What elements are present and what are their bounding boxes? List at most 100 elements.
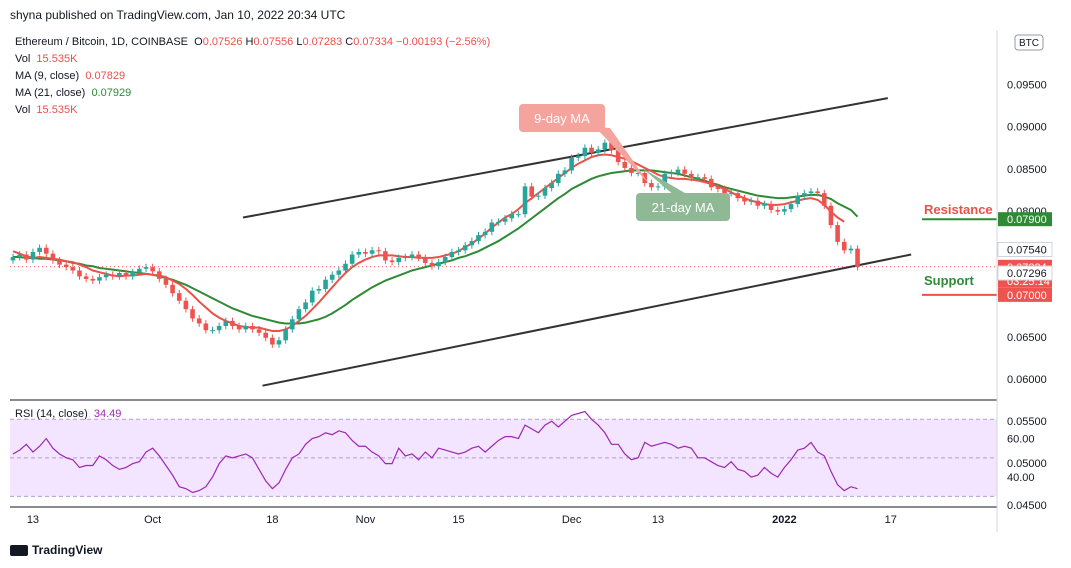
rsi-tick-label: 60.00 <box>1007 434 1035 446</box>
candle <box>343 260 348 274</box>
candle <box>622 158 628 172</box>
candle-body <box>123 273 129 277</box>
ma21-legend: MA (21, close) 0.07929 <box>15 87 131 99</box>
candle <box>423 254 428 267</box>
candle-body <box>516 214 521 216</box>
candle <box>183 297 189 313</box>
candle-body <box>595 149 601 153</box>
rsi-legend: RSI (14, close) 34.49 <box>15 408 121 420</box>
candle-body <box>762 204 767 206</box>
candle-body <box>502 218 508 222</box>
candle <box>476 231 481 245</box>
support-label: Support <box>924 273 974 288</box>
candle-body <box>722 188 727 194</box>
candle <box>110 271 116 280</box>
candle <box>649 179 654 191</box>
ma9-callout-box <box>519 104 605 132</box>
candle <box>788 200 794 213</box>
candle-body <box>649 183 654 188</box>
candle <box>855 245 860 271</box>
candle <box>137 265 142 276</box>
time-axis: 13 Oct 18 Nov 15 Dec 13 2022 17 <box>27 514 897 526</box>
candle <box>363 248 368 258</box>
candle-body <box>755 200 761 206</box>
candle-body <box>589 147 594 153</box>
candle-body <box>782 209 787 212</box>
candle <box>742 194 747 205</box>
price-label-box <box>997 265 1053 281</box>
candle-body <box>316 289 322 291</box>
candle <box>150 263 155 275</box>
brand-name: TradingView <box>32 543 103 557</box>
ma9-label: MA (9, close) <box>15 70 80 82</box>
candle-body <box>256 329 262 333</box>
candle <box>329 271 335 284</box>
ma21-callout-label: 21-day MA <box>652 200 715 215</box>
candle <box>383 247 388 264</box>
candle-body <box>788 204 794 210</box>
candle <box>715 183 721 193</box>
candle-body <box>216 326 222 331</box>
rsi-label: RSI (14, close) <box>15 408 88 420</box>
rsi-tick-label: 40.00 <box>1007 472 1035 484</box>
ma21-label: MA (21, close) <box>15 87 86 99</box>
candle-body <box>243 326 249 330</box>
price-tick-label: 0.09500 <box>1007 80 1047 92</box>
candle <box>682 166 687 178</box>
candle <box>456 246 461 256</box>
candle-body <box>196 318 202 324</box>
candle <box>469 237 475 249</box>
candle <box>143 263 149 273</box>
resistance-label: Resistance <box>924 202 993 217</box>
candle-body <box>509 214 515 219</box>
candle <box>835 221 840 246</box>
candle-body <box>356 252 362 255</box>
candle-body <box>702 177 707 179</box>
candle-body <box>270 337 275 345</box>
candle-body <box>90 278 96 281</box>
candle-body <box>828 205 834 226</box>
candle <box>403 253 408 262</box>
candle <box>157 267 162 283</box>
time-tick-label: 2022 <box>772 514 796 526</box>
volume-tick-label: 0.05000 <box>1007 458 1047 470</box>
candle-body <box>815 191 820 194</box>
candle <box>449 248 455 261</box>
price-tick-label: 0.08500 <box>1007 164 1047 176</box>
candle-body <box>137 268 142 273</box>
high-value: 0.07556 <box>253 36 294 48</box>
candle <box>309 287 315 306</box>
symbol-label: Ethereum / Bitcoin, 1D, COINBASE <box>15 36 189 48</box>
candle <box>589 144 594 157</box>
candle-body <box>17 254 22 258</box>
price-axis: 0.060000.065000.070000.075000.080000.085… <box>996 30 1053 532</box>
candle <box>429 259 435 270</box>
candle-body <box>150 267 155 272</box>
candle <box>303 299 308 313</box>
candle-body <box>170 284 175 294</box>
candle <box>83 273 89 283</box>
candle-body <box>442 257 448 263</box>
candle-body <box>343 263 348 271</box>
candle-body <box>715 187 721 189</box>
candle <box>196 315 202 327</box>
candle-body <box>329 274 335 280</box>
candle <box>782 205 787 215</box>
candle-body <box>97 277 102 281</box>
candle-body <box>536 195 541 197</box>
candle-body <box>263 332 268 338</box>
candle-body <box>403 257 408 259</box>
candle <box>369 246 375 258</box>
price-tick-label: 0.09000 <box>1007 122 1047 134</box>
candle <box>416 251 421 262</box>
candle-body <box>436 262 441 267</box>
candle-body <box>662 173 667 187</box>
close-value: 0.07334 <box>353 36 393 48</box>
candle <box>549 179 554 192</box>
candle <box>595 146 601 157</box>
candle <box>795 192 800 208</box>
time-tick-label: Dec <box>562 514 582 526</box>
candle <box>529 183 534 200</box>
candle <box>602 139 608 153</box>
